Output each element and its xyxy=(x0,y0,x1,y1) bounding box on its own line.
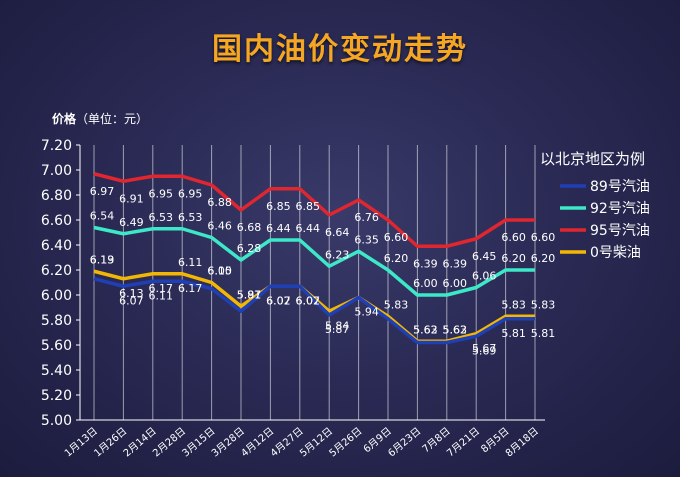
y-axis-unit: （单位：元） xyxy=(76,112,149,126)
data-label-upper: 5.87 xyxy=(237,288,262,301)
data-label-95: 6.68 xyxy=(237,221,262,234)
data-label-95: 6.95 xyxy=(178,187,203,200)
data-label-diesel: 6.17 xyxy=(178,282,203,295)
y-tick-label: 5.00 xyxy=(41,413,72,429)
data-label-89: 5.69 xyxy=(472,344,497,357)
data-label-92: 6.35 xyxy=(354,233,379,246)
data-label-95: 6.64 xyxy=(325,226,350,239)
data-label-89: 6.07 xyxy=(119,294,144,307)
region-note: 以北京地区为例 xyxy=(540,150,646,168)
data-label-95: 6.60 xyxy=(501,231,526,244)
x-tick-label: 5月26日 xyxy=(327,425,365,459)
data-label-upper: 5.62 xyxy=(443,323,468,336)
data-label-89: 5.81 xyxy=(501,327,526,340)
y-tick-label: 5.80 xyxy=(41,313,72,329)
x-tick-label: 7月21日 xyxy=(444,425,482,459)
data-label-diesel: 5.94 xyxy=(354,306,379,319)
data-label-95: 6.45 xyxy=(472,250,497,263)
data-label-diesel: 5.83 xyxy=(501,298,526,311)
data-label-89: 5.81 xyxy=(531,327,556,340)
axes: 5.00 5.20 5.40 5.60 5.80 6.00 6.20 6.40 6.60 6.80… xyxy=(41,138,545,459)
legend-label: 92号汽油 xyxy=(590,201,650,217)
data-label-92: 6.20 xyxy=(531,252,556,265)
data-label-95: 6.88 xyxy=(207,196,232,209)
data-label-diesel: 5.84 xyxy=(325,319,350,332)
data-label-92: 6.49 xyxy=(119,216,144,229)
chart-title: 国内油价变动走势 xyxy=(212,32,468,67)
data-label-95: 6.91 xyxy=(119,192,144,205)
series-lines xyxy=(93,172,535,345)
x-tick-label: 6月23日 xyxy=(386,425,424,459)
data-label-89: 6.07 xyxy=(266,294,291,307)
data-label-95: 6.60 xyxy=(531,231,556,244)
data-label-92: 6.54 xyxy=(90,210,115,223)
data-label-diesel: 6.17 xyxy=(149,282,174,295)
data-label-95: 6.39 xyxy=(443,257,468,270)
data-label-95: 6.85 xyxy=(296,200,321,213)
data-label-diesel: 6.02 xyxy=(266,294,291,307)
data-label-89: 5.87 xyxy=(325,323,350,336)
data-label-upper: 5.62 xyxy=(413,323,438,336)
x-tick-label: 8月18日 xyxy=(503,425,541,459)
data-label-upper: 6.05 xyxy=(207,265,232,278)
data-label-92: 6.46 xyxy=(207,220,232,233)
data-label-92: 6.20 xyxy=(384,252,409,265)
data-label-92: 6.20 xyxy=(501,252,526,265)
data-label-92: 6.44 xyxy=(266,222,291,235)
y-tick-label: 5.20 xyxy=(41,388,72,404)
data-label-diesel: 5.63 xyxy=(443,323,468,336)
data-label-diesel: 6.10 xyxy=(207,265,232,278)
legend-label: 95号汽油 xyxy=(590,223,650,239)
data-label-95: 6.95 xyxy=(149,187,174,200)
y-tick-label: 7.20 xyxy=(41,138,72,154)
data-label-92: 6.00 xyxy=(443,277,468,290)
y-axis-title: 价格 xyxy=(52,112,77,126)
y-tick-label: 6.80 xyxy=(41,188,72,204)
series-line xyxy=(93,225,535,297)
data-label-95: 6.85 xyxy=(266,200,291,213)
data-label-diesel: 6.13 xyxy=(119,287,144,300)
data-label-95: 6.97 xyxy=(90,185,115,198)
data-label-diesel: 5.63 xyxy=(413,323,438,336)
data-label-upper: 6.13 xyxy=(90,253,115,266)
legend: 89号汽油 92号汽油 95号汽油 0号柴油 xyxy=(560,179,650,261)
data-label-95: 6.76 xyxy=(354,211,379,224)
y-tick-label: 6.40 xyxy=(41,238,72,254)
series-line xyxy=(93,277,535,345)
data-label-diesel: 5.91 xyxy=(237,288,262,301)
y-tick-label: 5.60 xyxy=(41,338,72,354)
data-label-92: 6.06 xyxy=(472,270,497,283)
data-label-89: 6.07 xyxy=(296,294,321,307)
data-label-diesel: 6.02 xyxy=(296,294,321,307)
data-label-92: 6.44 xyxy=(296,222,321,235)
legend-label: 0号柴油 xyxy=(590,245,641,261)
data-label-diesel: 5.83 xyxy=(531,298,556,311)
data-label-92: 6.53 xyxy=(178,211,203,224)
data-label-95: 6.39 xyxy=(413,257,438,270)
data-label-upper: 6.11 xyxy=(178,256,203,269)
data-label-92: 6.00 xyxy=(413,277,438,290)
data-label-diesel: 5.83 xyxy=(384,298,409,311)
y-tick-label: 6.00 xyxy=(41,288,72,304)
y-tick-label: 5.40 xyxy=(41,363,72,379)
series-line xyxy=(93,172,535,248)
data-label-diesel: 5.67 xyxy=(472,342,497,355)
data-label-89: 6.11 xyxy=(149,289,174,302)
data-labels: 6.97 6.91 6.95 6.95 6.88 6.68 6.85 6.85 6.64 6.76… xyxy=(90,185,556,358)
y-axis-label: 价格（单位：元） xyxy=(52,110,148,127)
y-tick-label: 6.20 xyxy=(41,263,72,279)
data-label-92: 6.53 xyxy=(149,211,174,224)
data-label-diesel: 6.19 xyxy=(90,253,115,266)
data-label-95: 6.60 xyxy=(384,231,409,244)
data-label-92: 6.28 xyxy=(237,242,262,255)
y-tick-label: 6.60 xyxy=(41,213,72,229)
legend-label: 89号汽油 xyxy=(590,179,650,195)
data-label-92: 6.23 xyxy=(325,248,350,261)
y-tick-label: 7.00 xyxy=(41,163,72,179)
